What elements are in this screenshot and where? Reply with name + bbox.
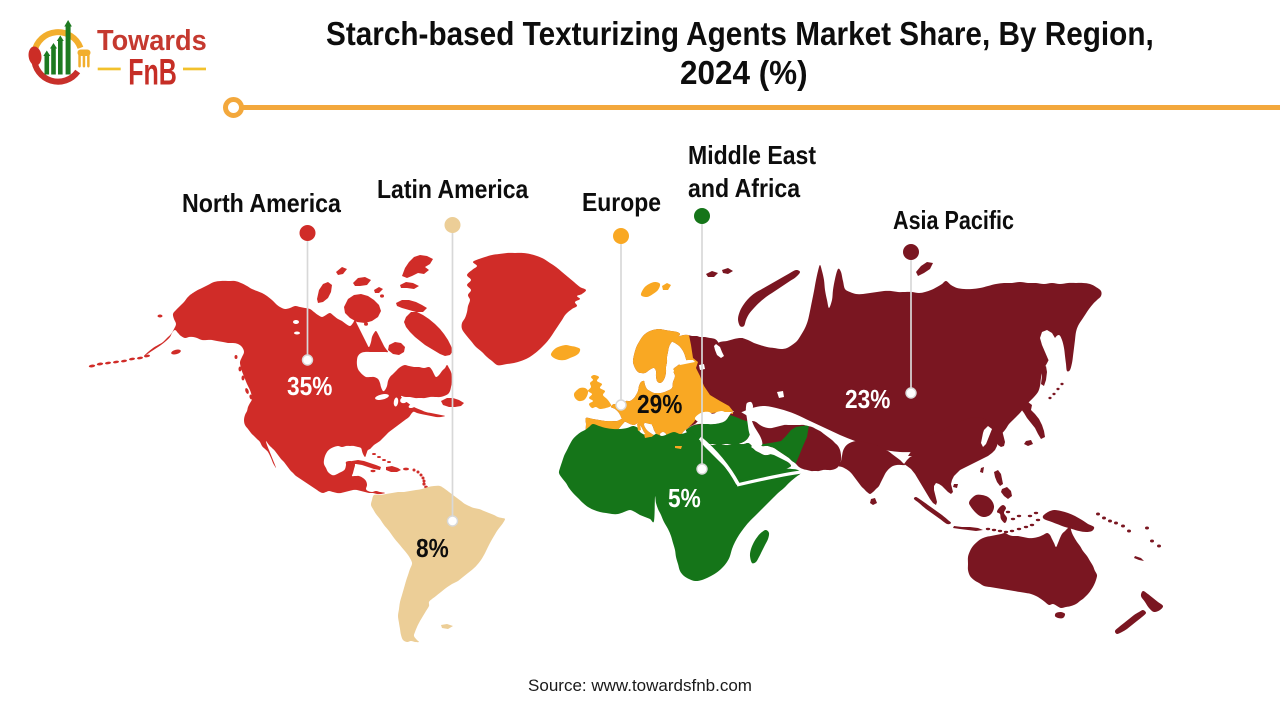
svg-text:Towards: Towards (97, 25, 207, 57)
svg-text:FnB: FnB (128, 50, 177, 92)
